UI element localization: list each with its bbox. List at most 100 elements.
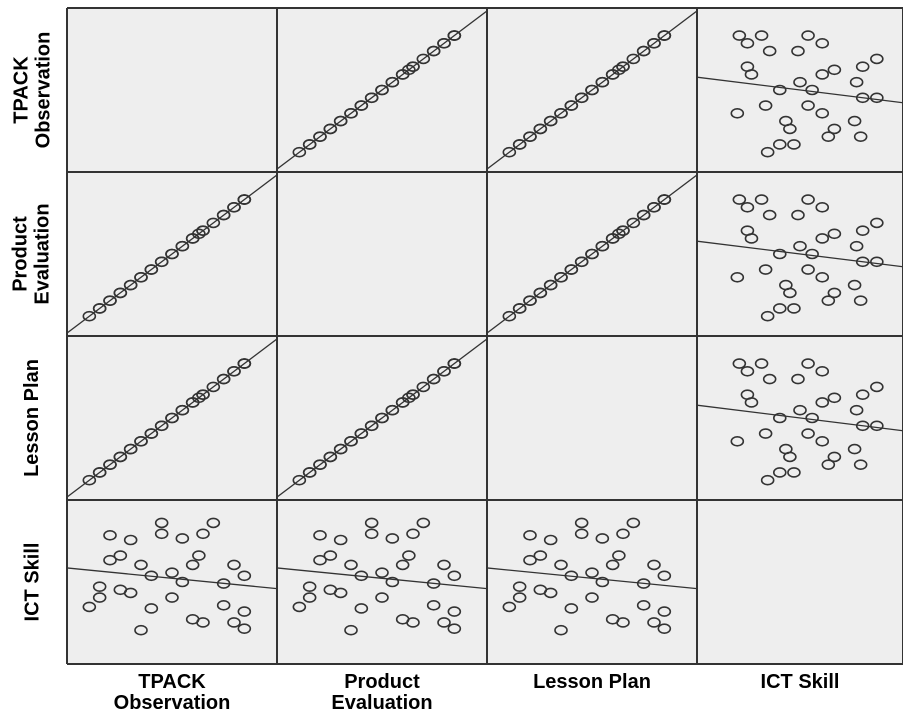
data-point (313, 131, 327, 142)
data-point (732, 194, 747, 205)
data-point (815, 233, 830, 244)
data-point (447, 623, 462, 634)
data-point (92, 467, 107, 478)
row-label: Product Evaluation (0, 172, 64, 336)
data-point (354, 428, 369, 439)
data-point (870, 381, 884, 393)
data-point (144, 428, 159, 439)
data-point (754, 358, 769, 369)
data-point (103, 530, 117, 541)
fit-line (697, 240, 903, 268)
data-point (165, 248, 179, 260)
data-point (237, 623, 252, 634)
data-point (762, 45, 777, 57)
panel-background (277, 172, 487, 336)
data-point (344, 559, 358, 571)
data-point (437, 617, 451, 628)
data-point (196, 528, 210, 540)
data-point (585, 84, 599, 96)
data-point (815, 69, 830, 80)
data-point (416, 53, 431, 65)
data-point (740, 38, 755, 49)
panel-background (697, 500, 903, 664)
panel-background (487, 336, 697, 500)
data-point (855, 256, 870, 268)
panel-lesson-plan-vs-tpack-observation (67, 336, 277, 500)
data-point (791, 373, 805, 385)
data-point (385, 533, 400, 544)
data-point (92, 303, 107, 314)
data-point (730, 108, 745, 119)
data-point (364, 92, 379, 104)
panel-ict-skill-vs-ict-skill (697, 500, 903, 664)
data-point (196, 389, 210, 400)
data-point (827, 123, 842, 135)
row-label-text: Lesson Plan (21, 359, 43, 477)
fit-line (277, 338, 487, 498)
data-point (870, 420, 884, 432)
data-point (354, 100, 369, 111)
data-point (616, 61, 630, 72)
data-point (323, 451, 338, 463)
data-point (855, 61, 870, 72)
data-point (502, 601, 517, 613)
data-point (783, 123, 797, 135)
panel-lesson-plan-vs-lesson-plan (487, 336, 697, 500)
data-point (426, 45, 441, 57)
data-point (364, 517, 379, 529)
column-label: TPACK Observation (113, 671, 231, 714)
data-point (815, 108, 830, 119)
data-point (657, 623, 672, 634)
data-point (227, 559, 241, 571)
data-point (554, 108, 568, 119)
data-point (395, 69, 410, 80)
data-point (827, 287, 842, 299)
fit-line (67, 174, 277, 334)
data-point (175, 576, 190, 588)
data-point (815, 38, 830, 49)
data-point (113, 287, 128, 299)
data-point (533, 123, 548, 135)
column-label: ICT Skill (760, 671, 840, 693)
data-point (134, 559, 148, 571)
panel-product-evaluation-vs-lesson-plan (487, 172, 697, 336)
data-point (206, 217, 221, 229)
data-point (647, 617, 661, 628)
data-point (855, 225, 870, 236)
data-point (406, 528, 420, 540)
data-point (821, 295, 836, 306)
panel-lesson-plan-vs-product-evaluation (277, 336, 487, 500)
data-point (375, 84, 389, 96)
data-point (758, 428, 773, 439)
data-point (847, 115, 862, 127)
data-point (805, 248, 819, 260)
data-point (523, 554, 537, 566)
data-point (855, 389, 870, 400)
data-point (354, 603, 369, 614)
data-point (564, 100, 579, 111)
data-point (855, 420, 870, 432)
data-point (543, 115, 558, 127)
data-point (585, 567, 599, 578)
data-point (364, 528, 379, 540)
fit-line (697, 76, 903, 104)
data-point (426, 373, 441, 385)
data-point (333, 115, 348, 127)
data-point (647, 38, 661, 49)
data-point (416, 381, 431, 393)
data-point (758, 100, 773, 111)
data-point (574, 92, 589, 104)
data-point (144, 264, 159, 275)
fit-line (67, 338, 277, 498)
data-point (385, 576, 400, 588)
data-point (791, 209, 805, 221)
data-point (302, 592, 317, 603)
panel-ict-skill-vs-product-evaluation (277, 500, 487, 664)
data-point (154, 517, 169, 529)
data-point (732, 358, 747, 369)
data-point (344, 436, 358, 447)
data-point (787, 467, 801, 478)
data-point (772, 303, 787, 314)
data-point (502, 146, 517, 158)
